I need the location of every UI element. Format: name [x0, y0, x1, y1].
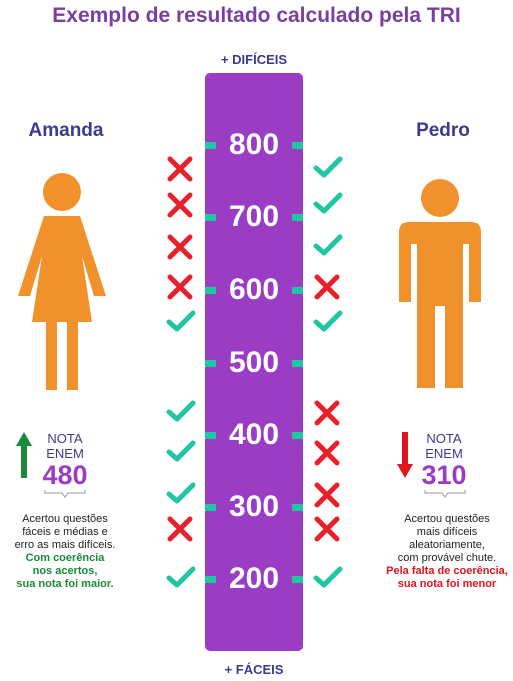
- amanda-check-icon: [166, 399, 196, 423]
- scale-tick-right: [292, 504, 303, 511]
- pedro-description: Acertou questões mais difíceis aleatoriame…: [352, 513, 513, 591]
- scale-level-500: 500: [228, 346, 280, 379]
- scale-tick-left: [205, 214, 216, 221]
- difficulty-scale-bar: [205, 73, 303, 651]
- amanda-cross-icon: [166, 233, 194, 261]
- scale-tick-right: [292, 287, 303, 294]
- amanda-check-icon: [166, 309, 196, 333]
- amanda-cross-icon: [166, 155, 194, 183]
- pedro-cross-icon: [313, 273, 341, 301]
- pedro-cross-icon: [313, 399, 341, 427]
- text-line: Acertou questões: [404, 513, 490, 525]
- pedro-check-icon: [313, 155, 343, 179]
- nota-line1: NOTA: [47, 431, 83, 446]
- pedro-cross-icon: [313, 439, 341, 467]
- text-line: aleatoriamente,: [409, 539, 485, 551]
- scale-level-400: 400: [228, 418, 280, 451]
- amanda-cross-icon: [166, 273, 194, 301]
- amanda-name: Amanda: [28, 120, 104, 141]
- up-arrow-icon: [16, 432, 32, 478]
- scale-tick-right: [292, 360, 303, 367]
- text-line: erro as mais difíceis.: [14, 539, 116, 551]
- scale-tick-right: [292, 142, 303, 149]
- text-line: sua nota foi maior.: [16, 578, 114, 590]
- amanda-cross-icon: [166, 515, 194, 543]
- amanda-description: Acertou questões fáceis e médias e erro as…: [0, 513, 155, 591]
- brace-icon: [44, 490, 86, 498]
- amanda-check-icon: [166, 565, 196, 589]
- scale-level-200: 200: [228, 562, 280, 595]
- scale-tick-left: [205, 142, 216, 149]
- amanda-cross-icon: [166, 191, 194, 219]
- bottom-label: + FÁCEIS: [224, 662, 284, 677]
- scale-tick-right: [292, 214, 303, 221]
- text-line: Acertou questões: [22, 513, 108, 525]
- pedro-score: 310: [421, 460, 467, 490]
- scale-level-600: 600: [228, 273, 280, 306]
- scale-level-700: 700: [228, 200, 280, 233]
- pedro-cross-icon: [313, 481, 341, 509]
- pedro-check-icon: [313, 309, 343, 333]
- scale-tick-left: [205, 432, 216, 439]
- scale-tick-right: [292, 432, 303, 439]
- scale-tick-left: [205, 504, 216, 511]
- scale-level-300: 300: [228, 490, 280, 523]
- text-line: nos acertos,: [32, 565, 98, 577]
- text-line: sua nota foi menor: [397, 578, 497, 590]
- text-line: mais difíceis: [416, 526, 478, 538]
- amanda-check-icon: [166, 481, 196, 505]
- female-figure-icon: [18, 173, 106, 390]
- nota-line1: NOTA: [426, 431, 462, 446]
- nota-line2: ENEM: [425, 446, 463, 461]
- amanda-check-icon: [166, 439, 196, 463]
- male-figure-icon: [399, 179, 481, 388]
- text-line: Pela falta de coerência,: [386, 565, 508, 577]
- scale-tick-right: [292, 576, 303, 583]
- pedro-check-icon: [313, 191, 343, 215]
- scale-level-800: 800: [228, 128, 280, 161]
- down-arrow-icon: [397, 432, 413, 478]
- amanda-nota-label: NOTA ENEM: [35, 431, 95, 461]
- pedro-check-icon: [313, 565, 343, 589]
- pedro-nota-label: NOTA ENEM: [414, 431, 474, 461]
- top-label: + DIFÍCEIS: [220, 52, 288, 67]
- scale-tick-left: [205, 360, 216, 367]
- page-title: Exemplo de resultado calculado pela TRI: [52, 4, 461, 27]
- scale-tick-left: [205, 576, 216, 583]
- amanda-score: 480: [42, 460, 88, 490]
- pedro-cross-icon: [313, 515, 341, 543]
- brace-icon: [424, 490, 466, 498]
- text-line: Com coerência: [25, 552, 105, 564]
- nota-line2: ENEM: [46, 446, 84, 461]
- pedro-check-icon: [313, 233, 343, 257]
- text-line: fáceis e médias e: [22, 526, 108, 538]
- text-line: com provável chute.: [397, 552, 497, 564]
- scale-tick-left: [205, 287, 216, 294]
- pedro-name: Pedro: [416, 120, 470, 141]
